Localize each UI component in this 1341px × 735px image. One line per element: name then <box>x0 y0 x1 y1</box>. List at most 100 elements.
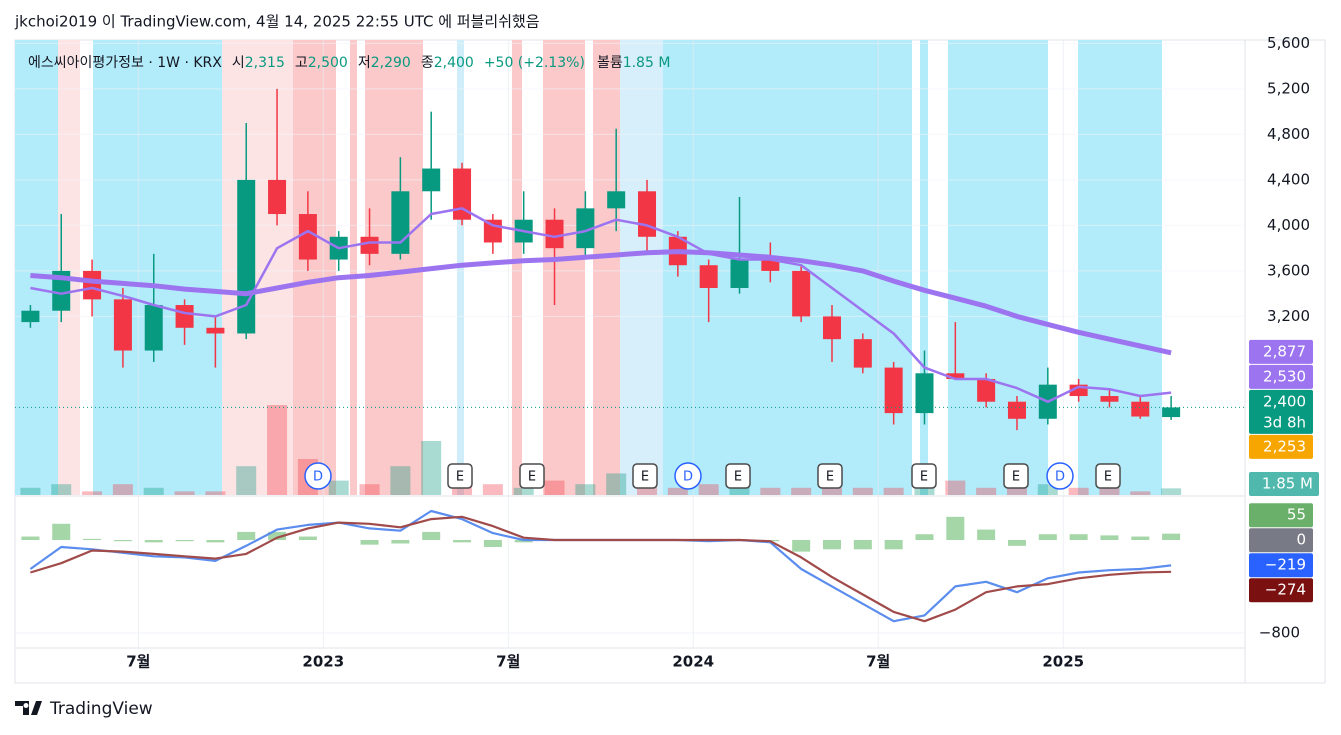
legend: 에스씨아이평가정보 · 1W · KRX 시2,315 고2,500 저2,290 종2… <box>28 55 670 71</box>
histogram-bar <box>977 529 996 541</box>
volume-bar <box>760 487 781 495</box>
volume-bar <box>945 480 966 495</box>
volume-bar <box>20 487 41 495</box>
candle-body <box>1162 407 1181 418</box>
band <box>15 40 58 495</box>
candle-body <box>1069 384 1088 397</box>
x-tick-label: 2023 <box>302 653 344 671</box>
price-badge-label: 2,400 <box>1263 392 1306 410</box>
histogram-bar <box>206 540 225 543</box>
price-badge-label: 0 <box>1296 531 1306 549</box>
volume-bar <box>236 466 257 495</box>
histogram-bar <box>422 531 441 541</box>
event-label: E <box>528 470 536 485</box>
band <box>920 40 928 495</box>
y-tick-label: 3,600 <box>1267 261 1310 279</box>
band <box>620 40 663 495</box>
band <box>543 40 585 495</box>
candle-body <box>730 259 749 288</box>
x-tick-label: 7월 <box>496 653 520 671</box>
candle-body <box>360 236 379 254</box>
y-tick-label: −800 <box>1259 623 1300 641</box>
band <box>350 40 357 495</box>
histogram-bar <box>514 540 533 543</box>
histogram-bar <box>268 531 287 541</box>
price-badge <box>1249 364 1313 389</box>
low-label: 저 <box>358 55 371 71</box>
volume-bar <box>606 473 627 495</box>
logo-mark <box>15 701 42 715</box>
price-badge <box>1249 503 1313 528</box>
candle-body <box>21 310 40 323</box>
band <box>58 40 80 495</box>
candle-body <box>175 305 194 328</box>
volume-bar <box>821 487 842 495</box>
histogram-bar <box>453 540 472 543</box>
volume-badge: 1.85 M <box>1262 475 1313 493</box>
y-tick-label: 5,200 <box>1267 79 1310 97</box>
volume-bar <box>914 484 935 495</box>
macd-line <box>30 515 1172 623</box>
symbol: 에스씨아이평가정보 · 1W · KRX <box>28 55 222 71</box>
candle-body <box>113 299 132 351</box>
candle-body <box>699 265 718 288</box>
band <box>293 40 336 495</box>
band <box>1078 40 1162 495</box>
price-badge <box>1249 389 1313 434</box>
dividend-marker <box>674 462 702 490</box>
band <box>93 40 222 495</box>
price-badge <box>1249 528 1313 553</box>
volume-bar <box>513 487 534 495</box>
histogram-bar <box>391 540 410 544</box>
x-tick-label: 2024 <box>672 653 714 671</box>
price-badge <box>1249 434 1313 459</box>
volume-bar <box>205 491 226 495</box>
candle-body <box>638 191 657 237</box>
price-badge <box>1249 578 1313 603</box>
candle-body <box>977 378 996 402</box>
histogram-bar <box>1100 535 1119 541</box>
low: 2,290 <box>371 55 411 71</box>
histogram-bar <box>1007 540 1026 546</box>
volume-bar <box>143 487 164 495</box>
histogram-bar <box>853 540 872 550</box>
candle-body <box>792 270 811 317</box>
price-badge-label: 2,253 <box>1263 437 1306 455</box>
volume: 1.85 M <box>623 55 671 71</box>
volume-badge-bg <box>1249 472 1319 496</box>
x-tick-label: 2025 <box>1042 653 1084 671</box>
candle-body <box>1007 401 1026 419</box>
histogram-bar <box>915 534 934 541</box>
candle-body <box>915 373 934 414</box>
close: 2,400 <box>434 55 474 71</box>
y-tick-label: 4,800 <box>1267 125 1310 143</box>
event-label: D <box>683 470 693 485</box>
earnings-marker <box>817 463 843 489</box>
high: 2,500 <box>308 55 348 71</box>
volume-bar <box>112 484 133 495</box>
earnings-marker <box>447 463 473 489</box>
moving-average <box>30 207 1172 403</box>
candle-body <box>83 270 102 300</box>
histogram-bar <box>1069 534 1088 541</box>
histogram-bar <box>946 516 965 541</box>
band <box>222 40 293 495</box>
plot: 3,200 3,600 4,000 4,400 4,800 5,200 5,600 7월 202… <box>15 34 1319 671</box>
histogram-bar <box>360 540 379 545</box>
volume-bar <box>174 491 195 495</box>
histogram-bar <box>113 540 132 542</box>
price-badge-label: 2,530 <box>1263 367 1306 385</box>
histogram-bar <box>822 540 841 550</box>
volume-bar <box>1037 484 1058 495</box>
volume-bar <box>1006 487 1027 495</box>
candle-body <box>884 367 903 414</box>
histogram-bar <box>884 540 903 550</box>
x-tick-label: 7월 <box>126 653 150 671</box>
candle-body <box>607 191 626 209</box>
open-label: 시 <box>232 55 245 71</box>
candle-body <box>206 327 225 334</box>
candle-body <box>853 339 872 368</box>
volume-bar <box>698 484 719 495</box>
earnings-marker <box>1003 463 1029 489</box>
